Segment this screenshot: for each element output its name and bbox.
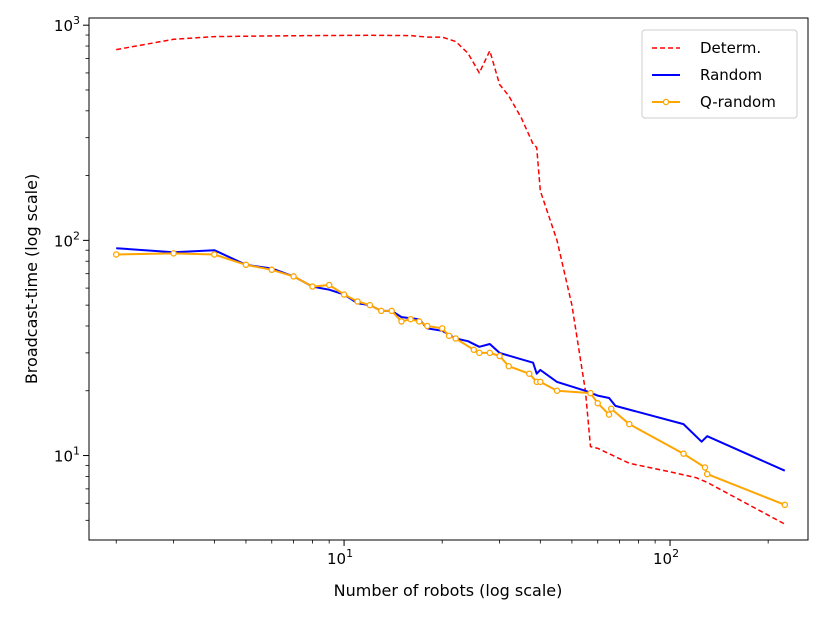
data-point bbox=[268, 266, 276, 274]
legend-box bbox=[641, 29, 798, 119]
data-point bbox=[354, 298, 361, 305]
data-point bbox=[526, 370, 533, 377]
data-point bbox=[587, 389, 594, 397]
data-point bbox=[537, 378, 544, 386]
series-line bbox=[116, 34, 786, 525]
data-point bbox=[170, 250, 177, 257]
data-point bbox=[605, 411, 613, 418]
y-tick-label: 101 bbox=[54, 445, 80, 466]
data-point bbox=[377, 307, 385, 315]
data-point bbox=[388, 307, 395, 315]
data-point bbox=[781, 501, 789, 509]
data-point bbox=[445, 332, 453, 340]
data-point bbox=[309, 283, 316, 290]
x-tick-label: 102 bbox=[653, 547, 679, 568]
data-point bbox=[211, 251, 218, 258]
data-point bbox=[476, 349, 483, 357]
legend-label: Random bbox=[700, 66, 762, 84]
data-point bbox=[553, 387, 561, 395]
x-tick-label: 101 bbox=[327, 547, 353, 568]
data-point bbox=[112, 251, 120, 258]
data-point bbox=[470, 346, 478, 354]
legend-marker bbox=[662, 98, 670, 106]
y-tick-label: 103 bbox=[54, 14, 80, 35]
legend: Determ. Random Q-random bbox=[641, 29, 798, 119]
data-point bbox=[415, 318, 423, 325]
x-axis-label: Number of robots (log scale) bbox=[334, 581, 563, 600]
data-point bbox=[366, 301, 374, 309]
data-point bbox=[424, 322, 431, 330]
data-point bbox=[242, 261, 250, 269]
series-q-random bbox=[112, 250, 789, 509]
data-point bbox=[290, 273, 297, 280]
data-point bbox=[340, 291, 348, 298]
series-line bbox=[116, 247, 786, 472]
data-point bbox=[680, 450, 687, 457]
y-tick-label: 102 bbox=[54, 229, 80, 250]
data-point bbox=[407, 315, 414, 323]
series-random bbox=[116, 247, 786, 472]
data-point bbox=[452, 335, 459, 342]
data-point bbox=[607, 405, 615, 412]
data-point bbox=[398, 318, 405, 325]
data-point bbox=[505, 362, 512, 370]
data-point bbox=[486, 349, 494, 357]
legend-label: Q-random bbox=[700, 93, 776, 111]
y-axis-label: Broadcast-time (log scale) bbox=[22, 174, 41, 384]
data-point bbox=[594, 399, 601, 407]
data-point bbox=[626, 420, 633, 428]
data-point bbox=[701, 464, 709, 471]
data-point bbox=[703, 470, 711, 478]
data-point bbox=[496, 352, 503, 360]
data-point bbox=[325, 281, 333, 289]
plot-frame bbox=[88, 17, 809, 541]
data-point bbox=[438, 325, 446, 332]
series-determ bbox=[116, 34, 786, 525]
series-line bbox=[116, 252, 786, 506]
legend-label: Determ. bbox=[700, 39, 761, 57]
